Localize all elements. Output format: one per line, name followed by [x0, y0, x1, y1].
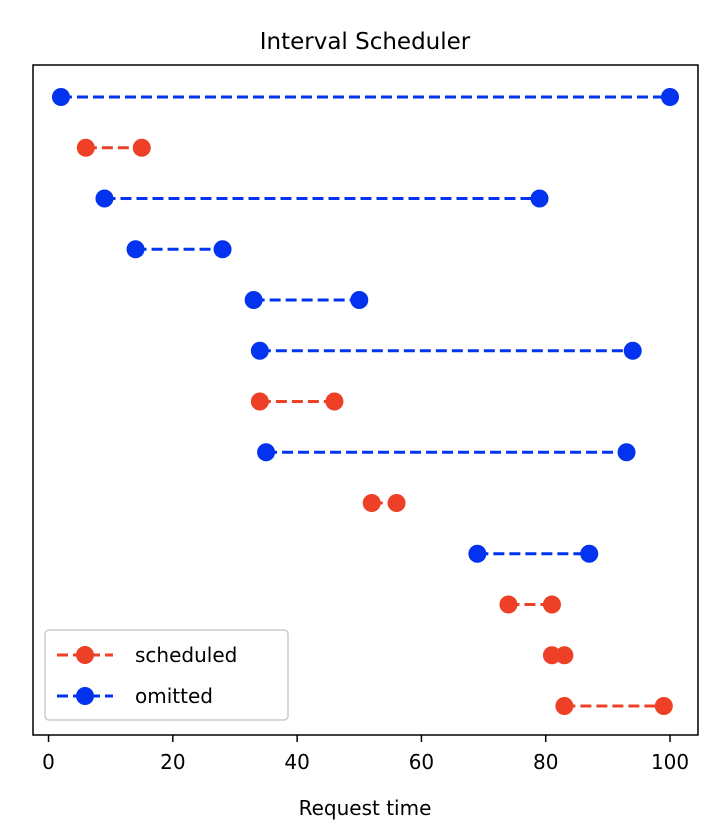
plot-frame	[32, 64, 699, 736]
interval-end-point	[350, 291, 369, 309]
interval-start-point	[542, 646, 561, 665]
interval-end-point	[530, 189, 549, 208]
legend-marker	[76, 687, 94, 705]
x-tick-label: 100	[651, 750, 689, 774]
interval-omitted	[126, 240, 232, 259]
interval-start-point	[250, 341, 269, 360]
interval-end-point	[661, 88, 680, 106]
intervals-layer	[51, 88, 680, 715]
interval-omitted	[95, 189, 549, 208]
x-tick-label: 60	[409, 750, 434, 774]
legend-label: omitted	[135, 684, 213, 708]
interval-end-point	[132, 138, 151, 157]
interval-start-point	[250, 392, 269, 411]
interval-start-point	[257, 443, 276, 462]
x-axis: 0 20 40 60 80 100	[42, 735, 689, 774]
interval-end-point	[654, 697, 673, 715]
interval-scheduled	[542, 646, 574, 665]
interval-end-point	[623, 341, 642, 360]
interval-scheduled	[555, 697, 673, 715]
interval-scheduled	[362, 494, 406, 512]
interval-end-point	[580, 544, 599, 563]
interval-start-point	[468, 544, 487, 563]
interval-end-point	[555, 646, 574, 665]
interval-omitted	[51, 88, 680, 106]
interval-omitted	[250, 341, 642, 360]
interval-start-point	[362, 494, 381, 512]
interval-end-point	[387, 494, 406, 512]
interval-start-point	[51, 88, 70, 106]
interval-scheduled	[76, 138, 151, 157]
interval-start-point	[555, 697, 574, 715]
interval-start-point	[126, 240, 145, 259]
legend-marker	[76, 646, 94, 664]
legend-entry-scheduled: scheduled	[57, 643, 237, 667]
legend: scheduled omitted	[44, 629, 289, 721]
x-tick-label: 20	[160, 750, 185, 774]
interval-start-point	[244, 291, 263, 309]
x-axis-label: Request time	[299, 796, 432, 820]
interval-start-point	[76, 138, 95, 157]
interval-scheduled	[250, 392, 344, 411]
interval-omitted	[468, 544, 599, 563]
interval-end-point	[213, 240, 232, 259]
interval-scheduled	[499, 595, 561, 614]
legend-entry-omitted: omitted	[57, 684, 213, 708]
interval-end-point	[542, 595, 561, 614]
interval-start-point	[499, 595, 518, 614]
chart-title: Interval Scheduler	[260, 29, 471, 55]
interval-omitted	[244, 291, 369, 309]
interval-end-point	[325, 392, 344, 411]
interval-start-point	[95, 189, 114, 208]
x-tick-label: 40	[284, 750, 309, 774]
interval-omitted	[257, 443, 636, 462]
interval-end-point	[617, 443, 636, 462]
x-tick-label: 80	[533, 750, 558, 774]
x-tick-label: 0	[42, 750, 55, 774]
legend-label: scheduled	[135, 643, 237, 667]
